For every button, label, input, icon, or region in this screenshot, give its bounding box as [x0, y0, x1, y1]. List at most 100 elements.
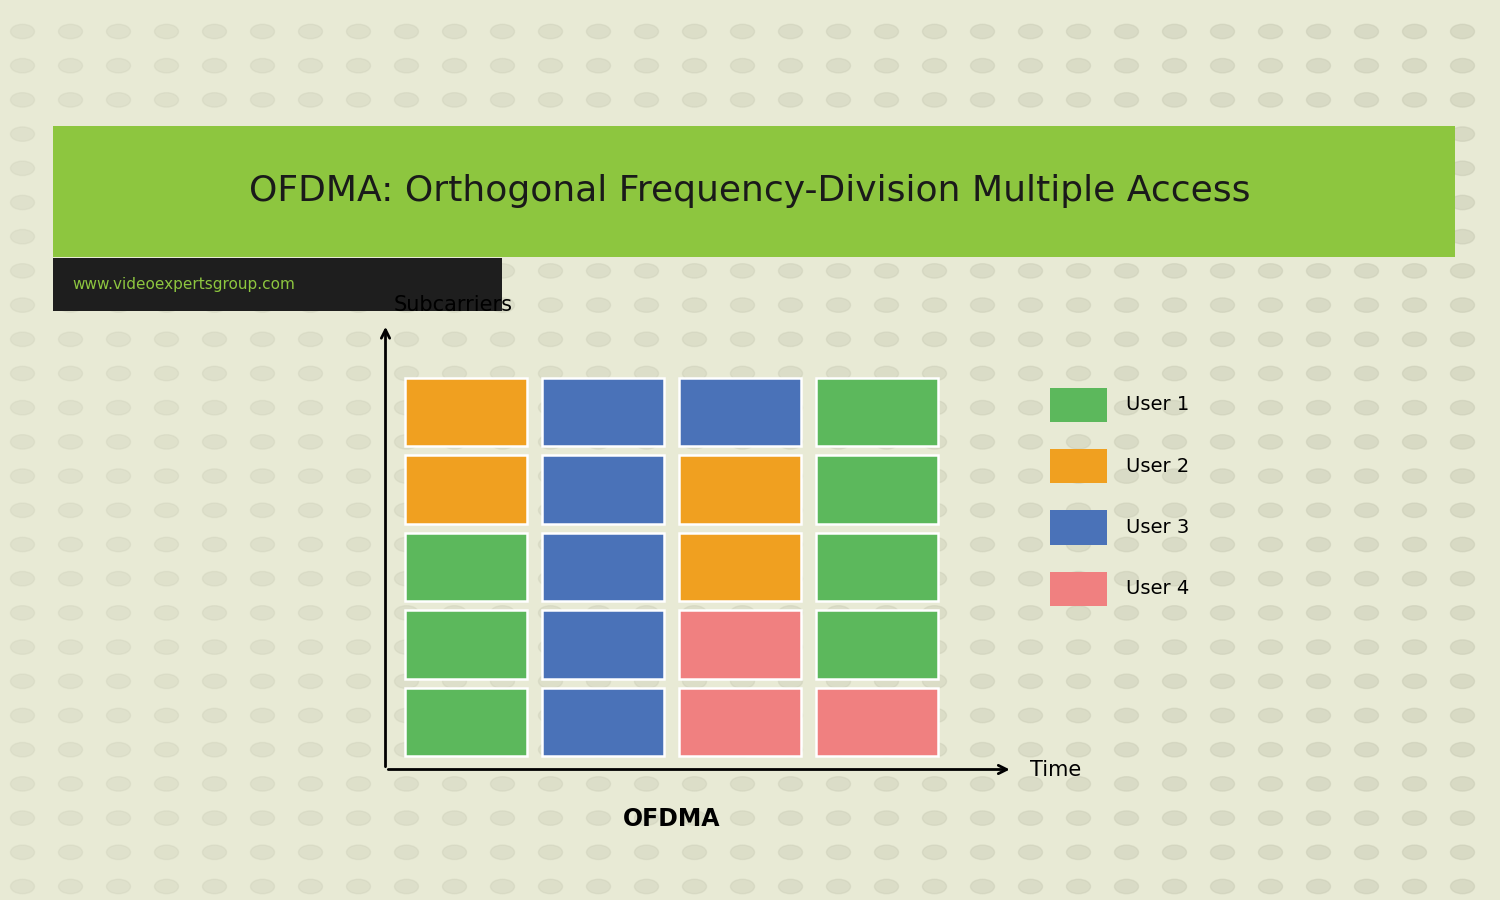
Circle shape [490, 58, 514, 73]
Circle shape [1162, 366, 1186, 381]
Circle shape [1402, 24, 1426, 39]
FancyBboxPatch shape [53, 126, 1455, 256]
Circle shape [970, 127, 994, 141]
Circle shape [1306, 400, 1330, 415]
Circle shape [1114, 879, 1138, 894]
Circle shape [1210, 503, 1234, 517]
Circle shape [202, 708, 226, 723]
Circle shape [10, 230, 34, 244]
Circle shape [202, 161, 226, 176]
Circle shape [1019, 366, 1042, 381]
Circle shape [394, 811, 418, 825]
Circle shape [538, 572, 562, 586]
Circle shape [1402, 640, 1426, 654]
Circle shape [1450, 845, 1474, 859]
Circle shape [202, 400, 226, 415]
Circle shape [1258, 606, 1282, 620]
Circle shape [1066, 435, 1090, 449]
Circle shape [10, 24, 34, 39]
Circle shape [346, 264, 370, 278]
Circle shape [778, 674, 802, 688]
Circle shape [202, 640, 226, 654]
Circle shape [730, 811, 754, 825]
Circle shape [1114, 24, 1138, 39]
Circle shape [490, 640, 514, 654]
Circle shape [778, 230, 802, 244]
Circle shape [827, 777, 850, 791]
Circle shape [827, 572, 850, 586]
Circle shape [970, 879, 994, 894]
Circle shape [1306, 332, 1330, 347]
Circle shape [346, 572, 370, 586]
Circle shape [922, 811, 946, 825]
Circle shape [490, 469, 514, 483]
Circle shape [58, 572, 82, 586]
Circle shape [778, 777, 802, 791]
Circle shape [394, 230, 418, 244]
Circle shape [1402, 435, 1426, 449]
Circle shape [1450, 230, 1474, 244]
Circle shape [10, 811, 34, 825]
Circle shape [10, 127, 34, 141]
Circle shape [1258, 537, 1282, 552]
Circle shape [1162, 572, 1186, 586]
Circle shape [346, 674, 370, 688]
Circle shape [730, 640, 754, 654]
Circle shape [1402, 674, 1426, 688]
Circle shape [778, 469, 802, 483]
Circle shape [10, 503, 34, 517]
Circle shape [682, 24, 706, 39]
Circle shape [202, 58, 226, 73]
Circle shape [874, 845, 898, 859]
Circle shape [490, 161, 514, 176]
Circle shape [874, 572, 898, 586]
Circle shape [1306, 606, 1330, 620]
Circle shape [346, 777, 370, 791]
Circle shape [1114, 777, 1138, 791]
Circle shape [1306, 161, 1330, 176]
Circle shape [586, 264, 610, 278]
Circle shape [58, 674, 82, 688]
Circle shape [298, 640, 322, 654]
Circle shape [106, 127, 130, 141]
Circle shape [394, 195, 418, 210]
Circle shape [922, 435, 946, 449]
Circle shape [538, 469, 562, 483]
Circle shape [1019, 811, 1042, 825]
Circle shape [251, 161, 274, 176]
Circle shape [1402, 845, 1426, 859]
Circle shape [634, 572, 658, 586]
Circle shape [1210, 674, 1234, 688]
Circle shape [1019, 400, 1042, 415]
Circle shape [874, 640, 898, 654]
Circle shape [442, 366, 466, 381]
Circle shape [874, 93, 898, 107]
Circle shape [778, 332, 802, 347]
Circle shape [1450, 58, 1474, 73]
Circle shape [682, 298, 706, 312]
Circle shape [1450, 811, 1474, 825]
Circle shape [442, 708, 466, 723]
Text: User 3: User 3 [1126, 518, 1190, 537]
Circle shape [10, 264, 34, 278]
Circle shape [1114, 537, 1138, 552]
Circle shape [1162, 195, 1186, 210]
Circle shape [1210, 811, 1234, 825]
Circle shape [1306, 708, 1330, 723]
FancyBboxPatch shape [678, 533, 801, 601]
Circle shape [490, 264, 514, 278]
Circle shape [154, 264, 178, 278]
Circle shape [394, 674, 418, 688]
Circle shape [730, 879, 754, 894]
Circle shape [298, 879, 322, 894]
Circle shape [970, 537, 994, 552]
Circle shape [586, 811, 610, 825]
Circle shape [1354, 93, 1378, 107]
Circle shape [970, 572, 994, 586]
Circle shape [10, 332, 34, 347]
Circle shape [1450, 742, 1474, 757]
Circle shape [1019, 777, 1042, 791]
Circle shape [1114, 674, 1138, 688]
Circle shape [1306, 127, 1330, 141]
Circle shape [874, 161, 898, 176]
